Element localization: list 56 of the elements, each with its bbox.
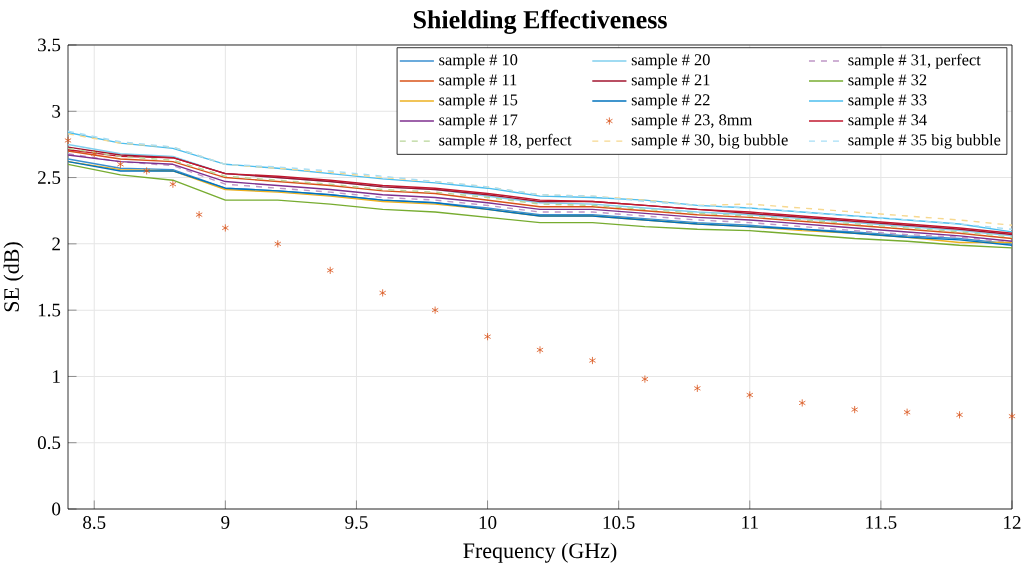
chart-title: Shielding Effectiveness <box>413 9 667 34</box>
point <box>431 306 439 315</box>
x-axis-title: Frequency (GHz) <box>463 542 617 563</box>
legend-label: sample # 23, 8mm <box>631 113 753 129</box>
x-tick-label: 11 <box>742 516 758 529</box>
legend-label: sample # 35 big bubble <box>848 133 1001 149</box>
point <box>484 332 492 341</box>
legend-label: sample # 34 <box>848 113 927 129</box>
x-tick-label: 10 <box>479 516 497 529</box>
point <box>221 223 229 232</box>
legend-label: sample # 11 <box>439 73 517 89</box>
point <box>1008 412 1016 421</box>
point <box>693 384 701 393</box>
point <box>143 166 151 175</box>
legend-label: sample # 15 <box>439 93 518 109</box>
point <box>798 398 806 407</box>
point <box>326 266 334 275</box>
point <box>116 160 124 169</box>
point <box>956 410 964 419</box>
point <box>64 136 72 145</box>
legend-label: sample # 20 <box>631 53 710 69</box>
legend-label: sample # 30, big bubble <box>631 133 788 149</box>
x-tick-label: 12 <box>1004 516 1021 529</box>
y-axis-title: SE (dB) <box>3 242 24 312</box>
x-tick-label: 11.5 <box>866 516 897 529</box>
y-tick-label: 3 <box>52 104 61 118</box>
legend-label: sample # 18, perfect <box>439 133 572 149</box>
legend-label: sample # 31, perfect <box>848 53 981 69</box>
legend-label: sample # 22 <box>631 93 710 109</box>
point <box>274 239 282 248</box>
legend-label: sample # 33 <box>848 93 927 109</box>
point <box>379 288 387 297</box>
point <box>851 405 859 414</box>
point <box>641 375 649 384</box>
y-tick-label: 2 <box>52 237 60 251</box>
point <box>536 345 544 354</box>
y-tick-label: 2.5 <box>38 171 61 185</box>
point <box>903 408 911 417</box>
y-tick-label: 0.5 <box>37 436 61 450</box>
point <box>746 390 754 399</box>
x-tick-label: 9 <box>221 516 230 529</box>
y-tick-label: 1.5 <box>38 303 61 317</box>
legend-label: sample # 32 <box>848 73 927 89</box>
x-tick-label: 9.5 <box>345 516 368 529</box>
y-tick-label: 1 <box>53 370 60 383</box>
point <box>588 356 596 365</box>
x-tick-label: 10.5 <box>603 516 635 529</box>
y-tick-label: 3.5 <box>38 38 61 52</box>
y-tick-label: 0 <box>52 502 61 516</box>
point <box>90 149 98 158</box>
legend-label: sample # 10 <box>439 53 518 69</box>
point <box>195 210 203 219</box>
x-tick-label: 8.5 <box>83 516 106 529</box>
legend-label: sample # 21 <box>631 73 710 89</box>
point <box>169 180 177 189</box>
legend-label: sample # 17 <box>439 113 518 129</box>
